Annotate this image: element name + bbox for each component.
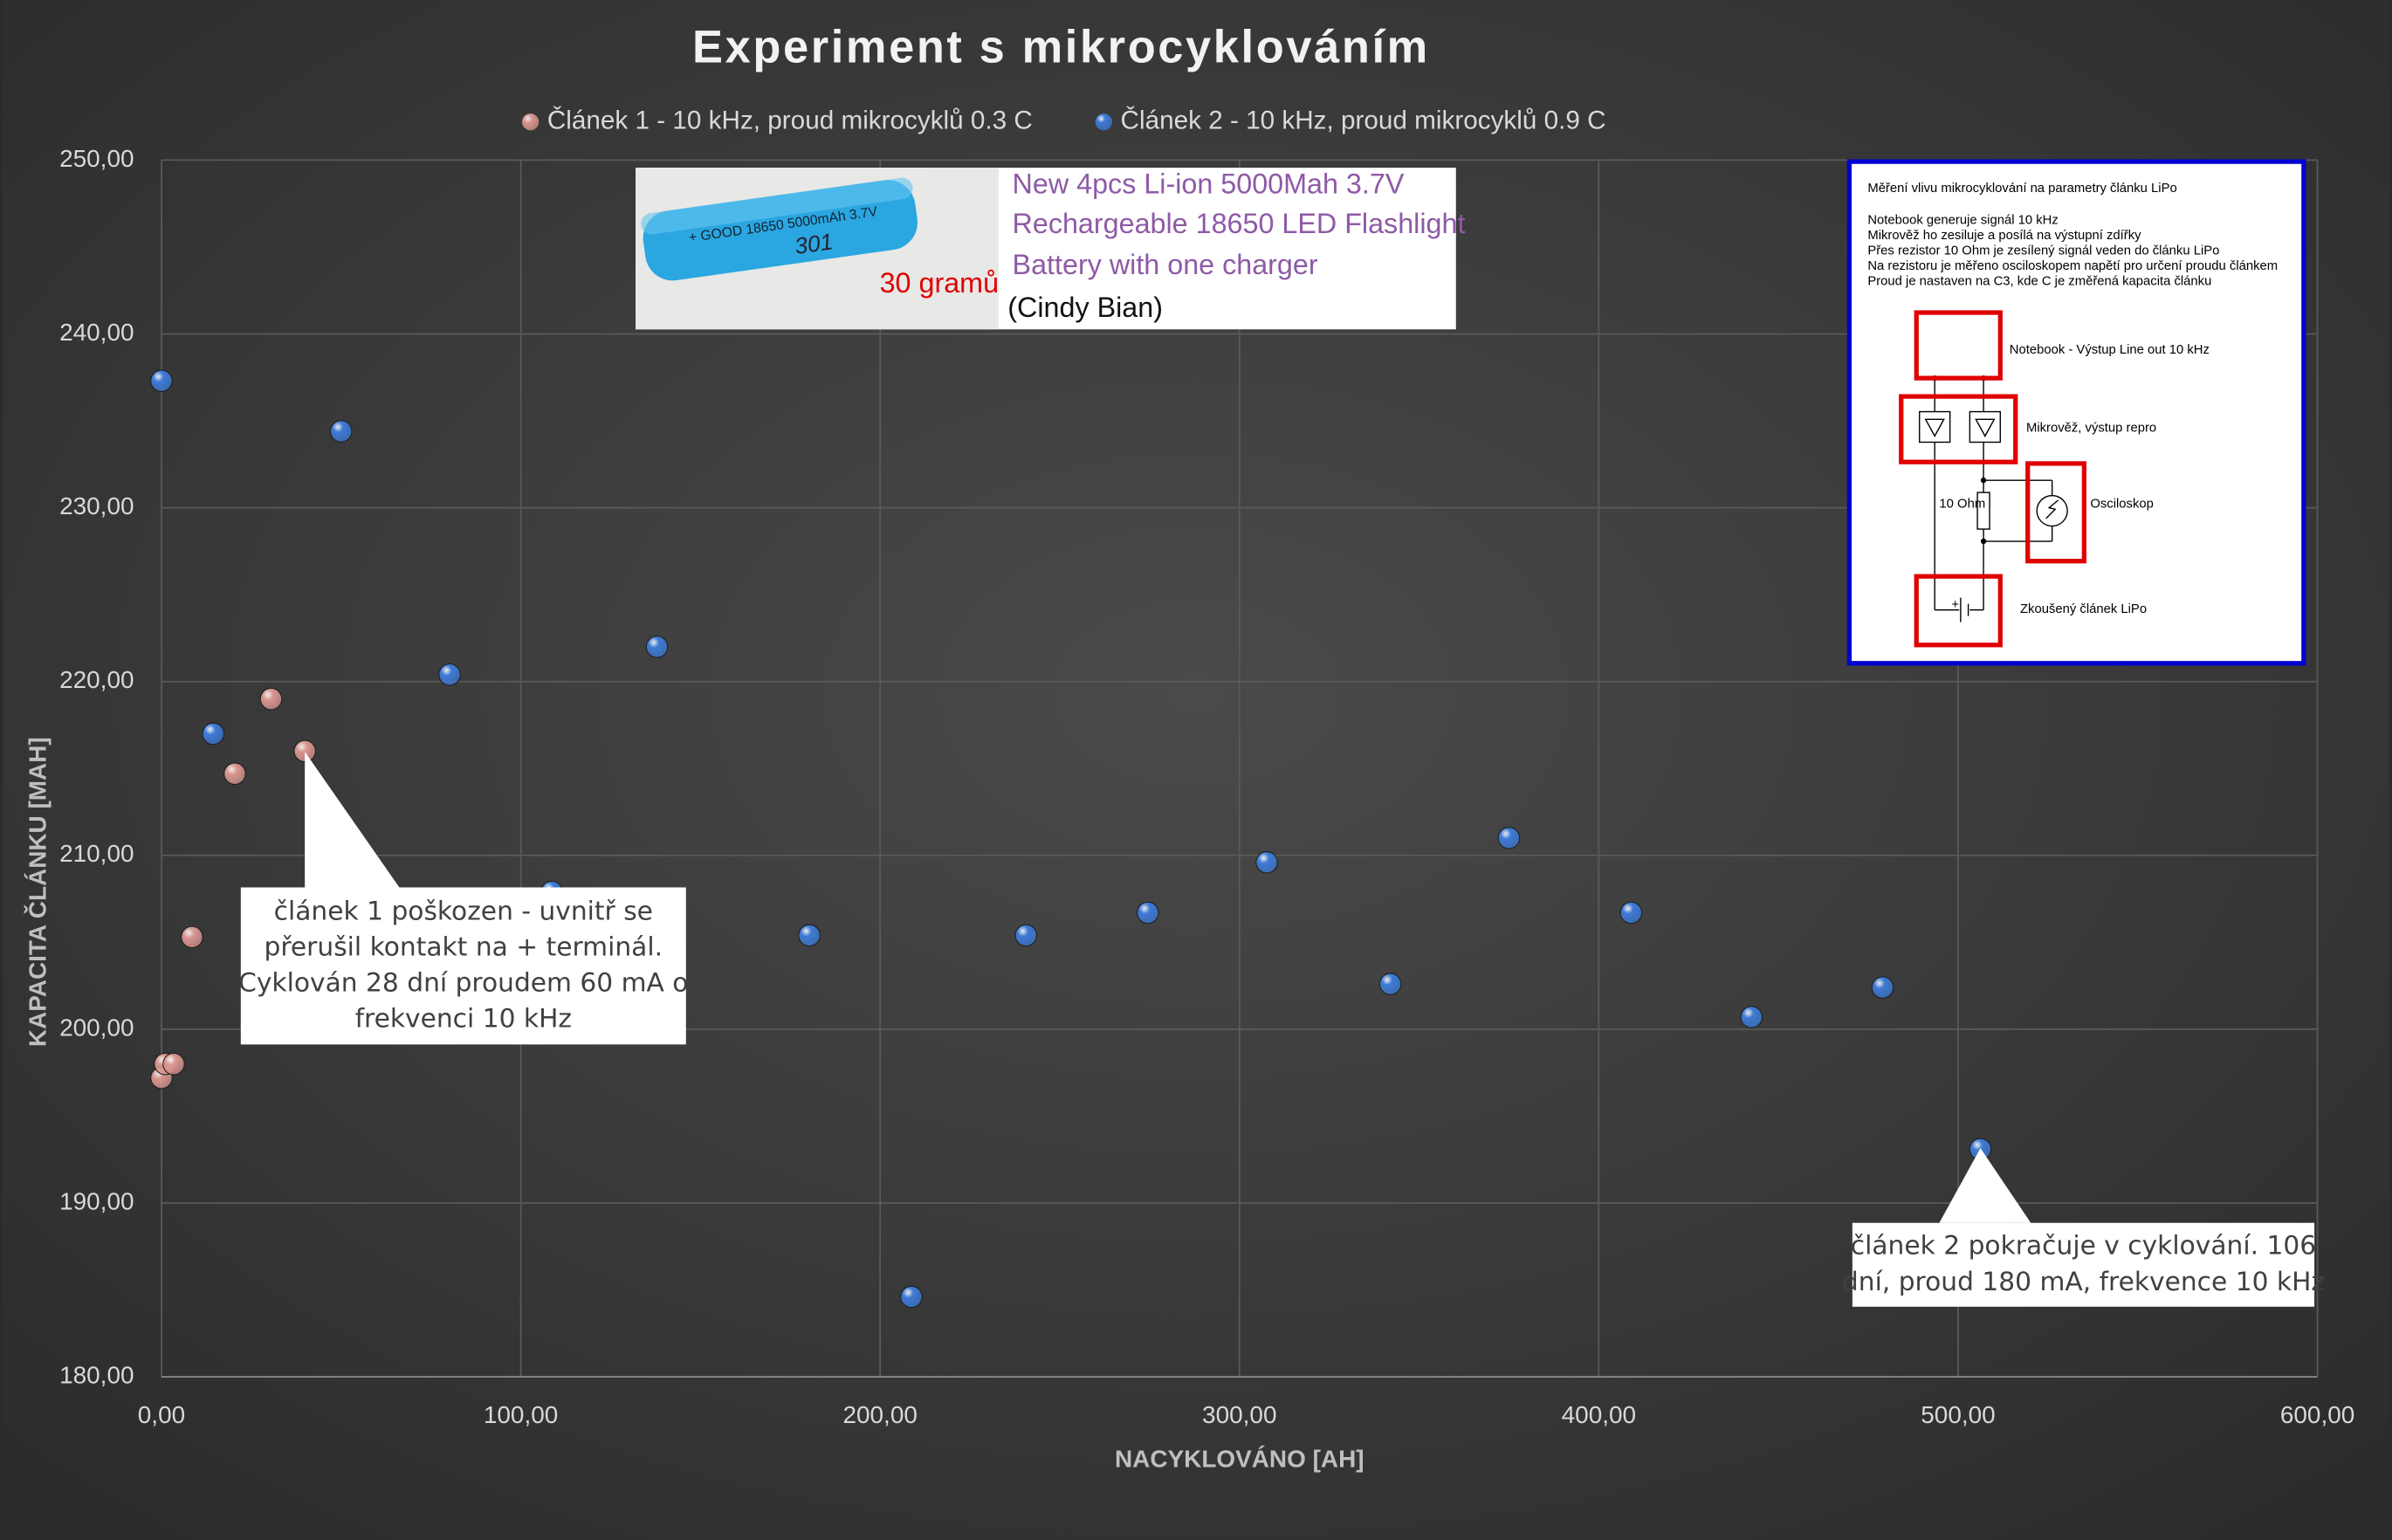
y-tick-label: 230,00 [59,492,134,519]
diagram-text: Mikrověž ho zesiluje a posílá na výstupn… [1867,229,2141,243]
data-point [150,369,173,392]
data-point [645,636,669,658]
y-tick-label: 190,00 [59,1187,134,1214]
chart-title: Experiment s mikrocyklováním [692,22,1430,72]
y-tick-label: 220,00 [59,666,134,693]
data-point [181,925,203,949]
x-tick-label: 400,00 [1562,1401,1636,1428]
diagram-label: Mikrověž, výstup repro [2026,421,2156,435]
annotation-text: článek 2 pokračuje v cyklování. 106 [1851,1231,2316,1262]
data-point [1378,973,1402,995]
y-tick-label: 210,00 [59,840,134,867]
y-tick-label: 240,00 [59,319,134,346]
diagram-title: Měření vlivu mikrocyklování na parametry… [1867,182,2176,196]
data-point [438,663,461,686]
x-tick-label: 200,00 [842,1401,917,1428]
x-tick-label: 600,00 [2280,1401,2354,1428]
photo-text: Rechargeable 18650 LED Flashlight [1013,208,1466,239]
legend-marker [1095,113,1112,131]
data-point [1740,1006,1763,1028]
annotation-text: dní, proud 180 mA, frekvence 10 kHz [1842,1267,2325,1297]
diagram-text: Proud je nastaven na C3, kde C je změřen… [1867,275,2211,289]
data-point [330,420,353,443]
diagram-text: Notebook generuje signál 10 kHz [1867,214,2058,228]
diagram-label: Osciloskop [2090,498,2154,512]
data-point [1014,924,1038,947]
battery-shine [641,177,913,235]
data-point [1137,901,1159,925]
annotation-text: frekvenci 10 kHz [355,1003,572,1034]
x-tick-label: 500,00 [1921,1401,1995,1428]
circuit-wires [1919,378,2068,622]
diagram-label: Notebook - Výstup Line out 10 kHz [2010,343,2210,357]
photo-text: Battery with one charger [1013,249,1318,280]
annotation-text: přerušil kontakt na + terminál. [265,932,663,962]
annotations: článek 1 poškozen - uvnitř se přerušil ko… [238,752,2325,1307]
legend-label: Článek 1 - 10 kHz, proud mikrocyklů 0.3 … [547,106,1033,135]
legend-marker [522,113,540,131]
data-point [1619,901,1643,925]
data-point [162,1052,185,1076]
data-point [202,722,224,746]
highlight-boxes [1899,310,2086,648]
diagram-text: Přes rezistor 10 Ohm je zesílený signál … [1867,244,2219,258]
y-tick-label: 180,00 [59,1361,134,1388]
battery-mark: 301 [793,228,834,259]
y-tick-label: 200,00 [59,1014,134,1041]
callout-box [240,887,686,1045]
battery: + GOOD 18650 5000mAh 3.7V 301 [641,177,918,281]
data-point [223,762,246,785]
diagram-text: Na rezistoru je měřeno osciloskopem napě… [1867,259,2278,273]
diagram-plus: + [1951,598,1959,612]
photo-text: New 4pcs Li-ion 5000Mah 3.7V [1013,168,1405,200]
photo-weight: 30 gramů [880,267,999,299]
callout-pointer [1939,1148,2031,1223]
annotation-text: Cyklován 28 dní proudem 60 mA o [238,967,688,998]
annotation-text: článek 1 poškozen - uvnitř se [274,896,653,926]
data-point [259,687,283,711]
data-point [900,1285,923,1309]
data-point [1497,827,1521,849]
callout-box [1852,1222,2315,1307]
photo-inset: + GOOD 18650 5000mAh 3.7V 301 30 gramů N… [636,168,1466,330]
x-axis-title: NACYKLOVÁNO [AH] [1115,1446,1364,1473]
x-tick-label: 300,00 [1202,1401,1276,1428]
diagram-label: 10 Ohm [1939,498,1985,512]
y-tick-label: 250,00 [59,145,134,172]
diagram-label: Zkoušený článek LiPo [2020,602,2147,616]
callout-pointer [305,752,400,888]
diagram-inset: Měření vlivu mikrocyklování na parametry… [1846,159,2306,666]
data-point [1871,976,1894,999]
y-axis-title: KAPACITA ČLÁNKU [MAH] [24,737,52,1047]
x-tick-label: 100,00 [484,1401,558,1428]
data-point [1255,851,1278,874]
data-point [798,924,821,947]
legend-label: Článek 2 - 10 kHz, proud mikrocyklů 0.9 … [1121,106,1606,135]
photo-seller: (Cindy Bian) [1007,292,1163,323]
x-tick-label: 0,00 [138,1401,185,1428]
